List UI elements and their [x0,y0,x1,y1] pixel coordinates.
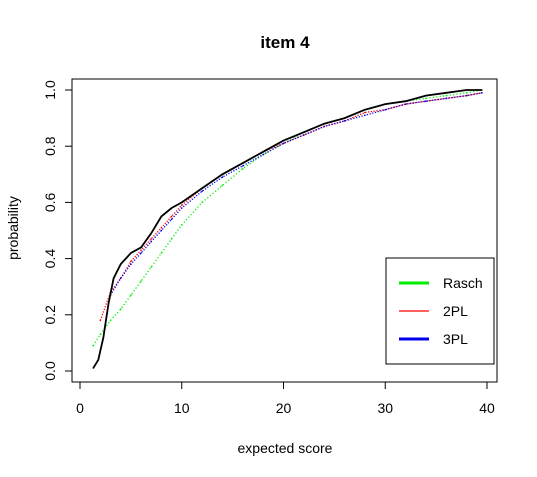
series-rasch-point [201,201,203,204]
series-rasch-point [465,92,468,94]
series-2pl-path [99,92,483,321]
series-rasch-point [92,344,94,347]
series-2pl-point [150,238,152,240]
series-3pl-point [465,94,468,97]
y-tick-label: 0.2 [42,305,58,325]
y-tick-label: 0.8 [42,136,58,156]
observed-curve-point [150,232,152,234]
axes: 0 10 20 30 40 0.0 0.2 0.4 0.6 0.8 1.0 [42,80,495,416]
legend-label-rasch: Rasch [443,275,483,291]
x-tick-label: 0 [76,400,84,416]
series-rasch-point [160,252,163,254]
series-rasch-point [150,266,152,268]
observed-curve-point [303,131,305,133]
y-tick-label: 1.0 [42,80,58,100]
x-tick-label: 10 [174,400,190,416]
series-rasch-point [221,184,224,187]
series-3pl-line [109,92,483,296]
y-tick-label: 0.6 [42,192,58,212]
series-2pl-point [170,215,173,218]
series-rasch-point [119,308,122,311]
observed-curve-point [107,303,110,305]
series-3pl-point [445,97,448,100]
series-2pl-point [99,319,102,322]
series-3pl-point [170,218,173,221]
series-rasch-point [140,280,142,282]
observed-curve-line [92,89,483,369]
legend: Rasch 2PL 3PL [385,257,495,365]
observed-curve-point [282,140,285,142]
y-axis-label: probability [5,196,21,260]
observed-curve-point [384,103,386,105]
observed-curve-point [113,277,115,279]
observed-curve-point [242,162,244,164]
observed-curve-point [97,359,99,361]
series-3pl-point [262,153,264,156]
series-3pl-point [323,125,326,128]
series-rasch-point [109,319,112,322]
observed-curve-point [221,173,223,175]
series-rasch-point [242,167,244,170]
observed-curve-point [181,201,183,203]
series-rasch-point [181,224,183,226]
series-rasch-point [99,333,102,336]
series-3pl-point [181,207,183,209]
series-3pl-point [343,120,346,122]
series-rasch-point [445,94,448,97]
series-3pl-point [130,263,132,266]
series-layer [92,89,483,369]
legend-label-3pl: 3PL [443,331,468,347]
series-3pl-point [160,229,163,232]
observed-curve-point [425,95,427,97]
observed-curve-point [262,151,264,153]
series-3pl-point [384,108,387,111]
series-3pl-point [282,142,285,145]
observed-curve-point [171,207,173,209]
observed-curve-point [160,215,162,217]
series-2pl-point [364,111,366,114]
observed-curve-point [102,336,104,338]
series-3pl-point [119,277,122,280]
series-rasch-point [170,238,173,240]
series-3pl-point [150,240,152,243]
x-axis-label: expected score [238,440,333,456]
observed-curve-point [120,263,122,265]
observed-curve-point [344,117,346,119]
observed-curve-point [130,252,132,254]
legend-label-2pl: 2PL [443,303,468,319]
series-3pl-point [481,92,483,94]
y-tick-label: 0.0 [42,361,58,381]
series-3pl-point [221,176,224,178]
series-rasch-point [425,97,427,100]
observed-curve-point [445,92,447,94]
observed-curve-point [92,367,94,369]
series-3pl-point [242,165,244,167]
x-tick-label: 30 [377,400,393,416]
observed-curve-point [140,246,142,248]
series-2pl-point [140,249,142,251]
chart-title: item 4 [260,33,310,52]
series-3pl-point [140,252,142,254]
observed-curve-point [364,109,366,111]
series-3pl-point [364,114,366,117]
series-3pl-point [201,190,203,192]
observed-curve-point [201,187,203,189]
y-tick-label: 0.4 [42,249,58,269]
observed-curve-point [481,89,483,91]
x-tick-label: 40 [479,400,495,416]
series-3pl-point [303,134,305,136]
observed-curve-point [466,89,468,91]
series-rasch-point [130,294,132,296]
observed-curve-point [405,100,407,102]
series-3pl-point [425,100,427,102]
observed-curve-point [323,123,325,125]
series-3pl-point [404,103,407,105]
series-2pl-point [160,226,163,229]
series-2pl-point [181,204,183,206]
series-2pl-point [130,260,132,263]
x-tick-label: 20 [276,400,292,416]
